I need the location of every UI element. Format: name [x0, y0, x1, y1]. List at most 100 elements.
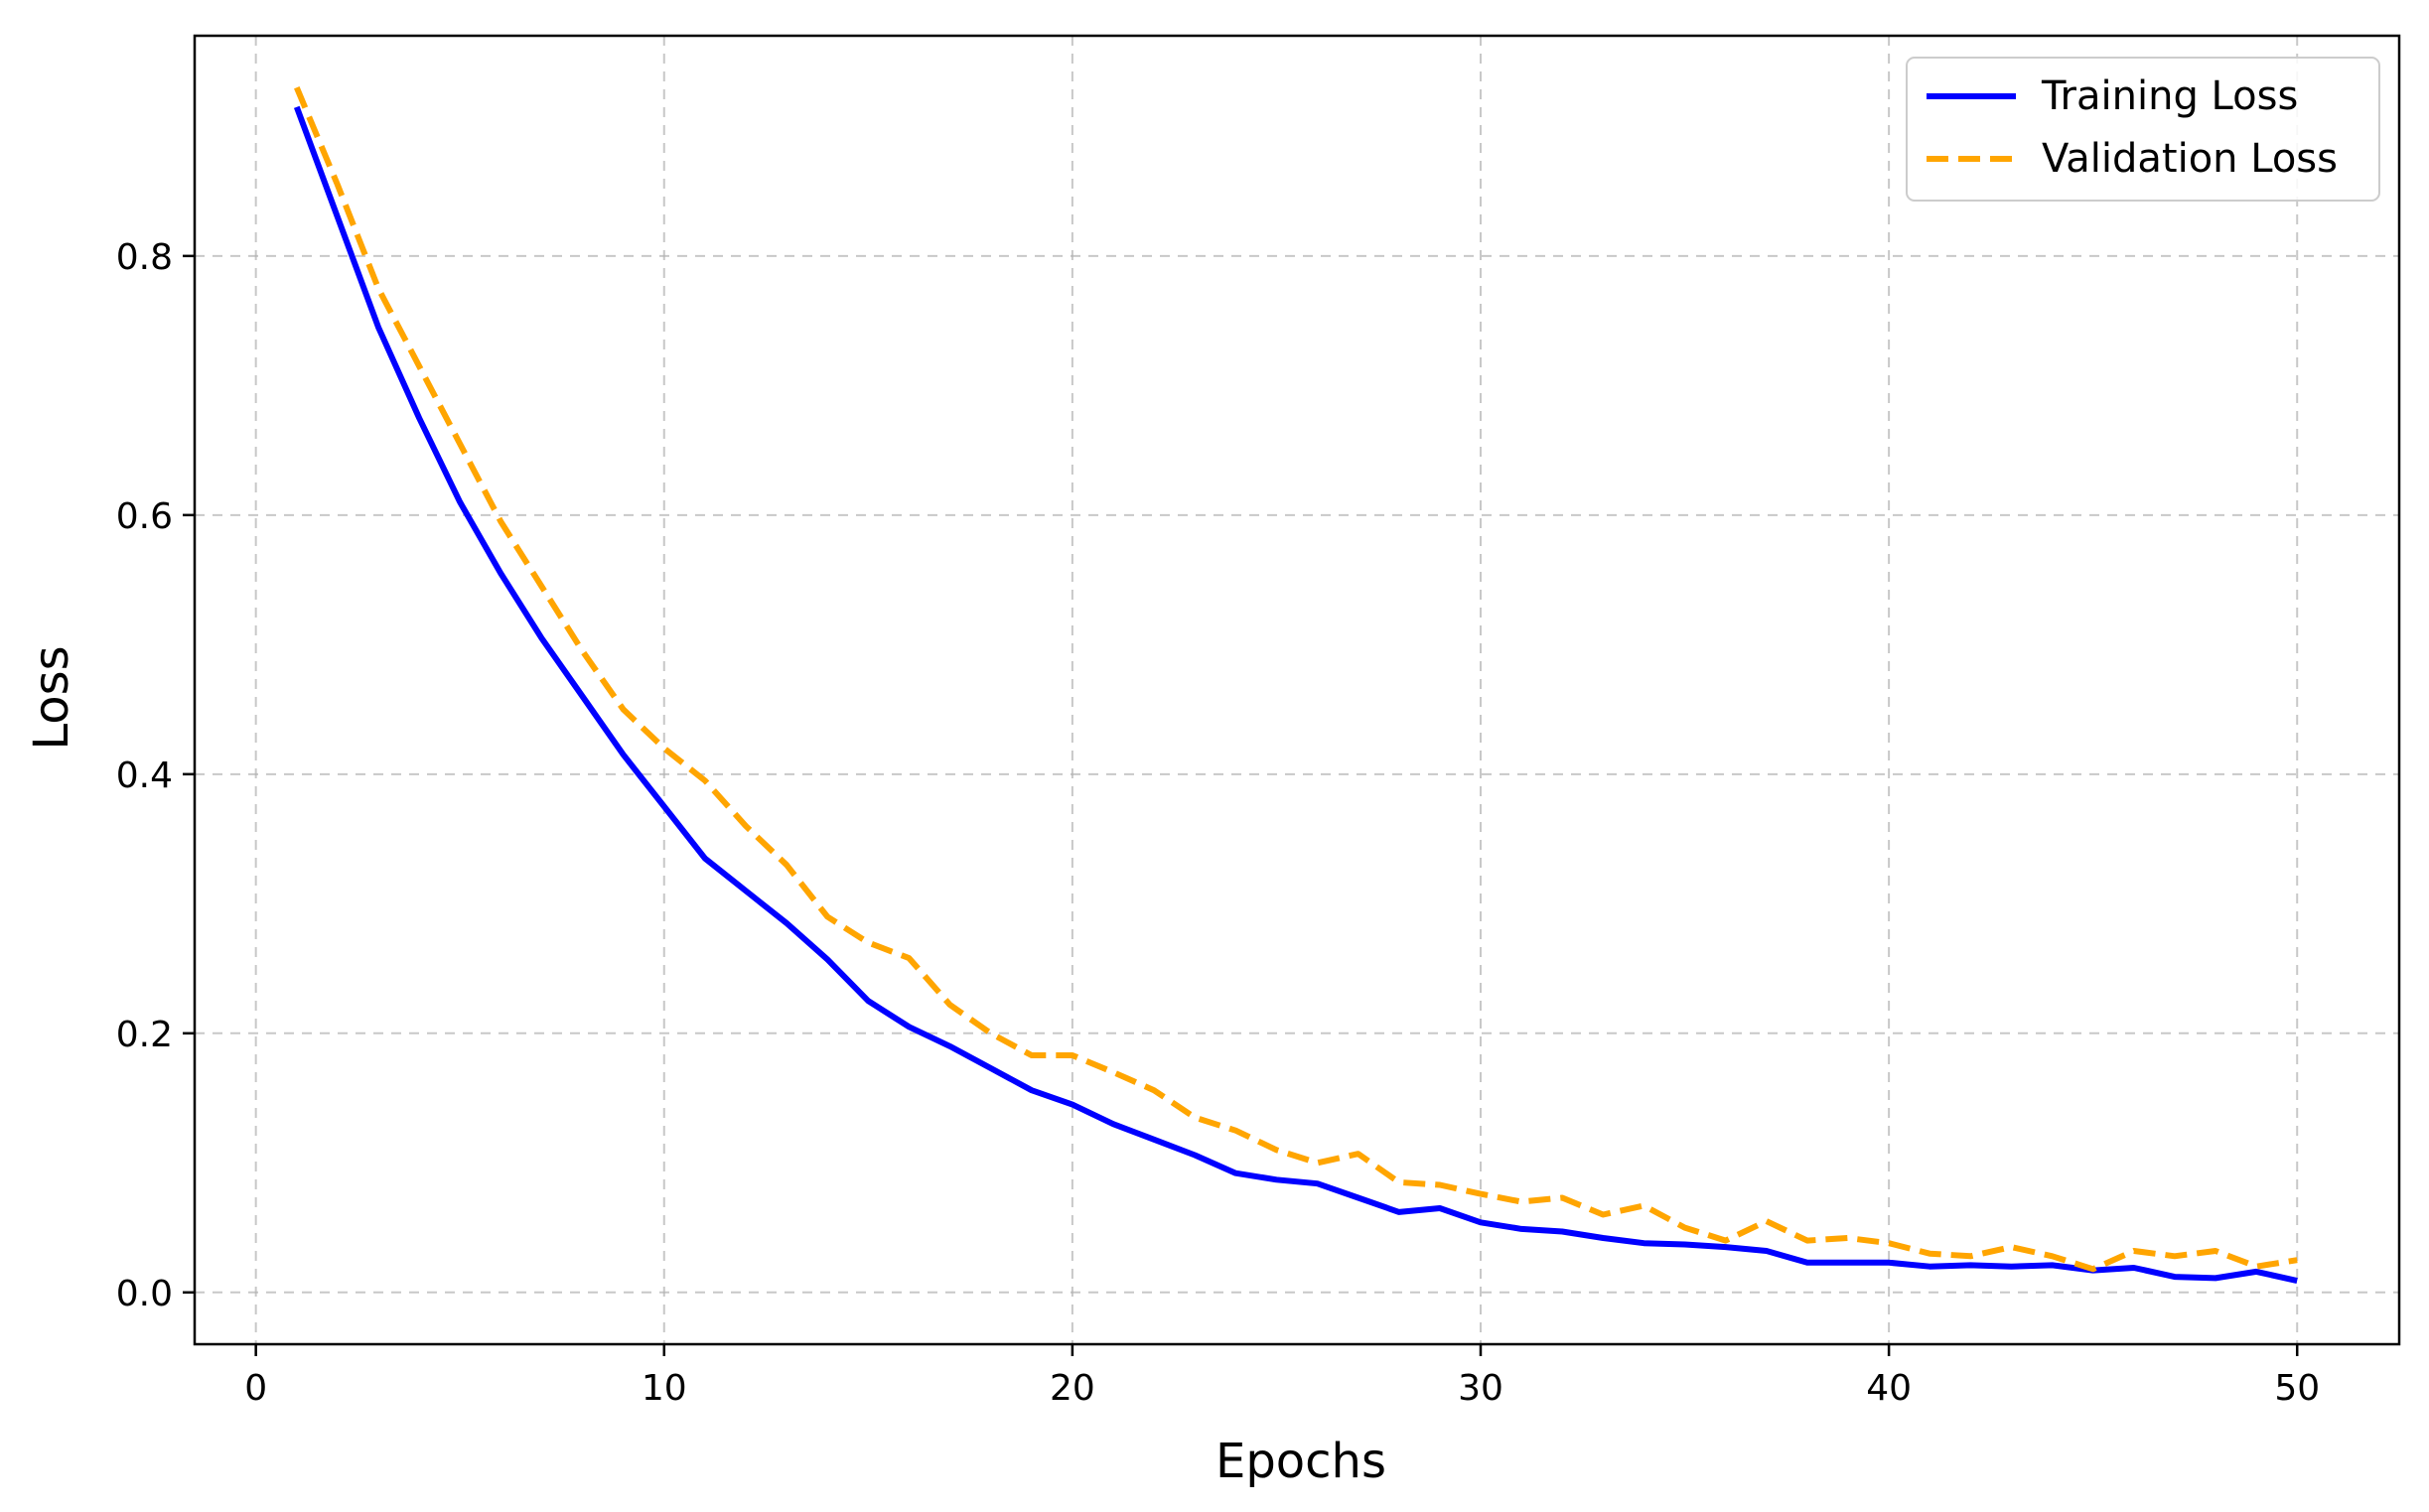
- data-point-training-loss: [1232, 1170, 1238, 1176]
- data-point-validation-loss: [1437, 1182, 1443, 1188]
- plot-frame: [193, 34, 2401, 1346]
- data-point-validation-loss: [1886, 1240, 1892, 1246]
- y-tick-label: 0.8: [116, 237, 173, 278]
- data-point-validation-loss: [1723, 1238, 1729, 1244]
- series-line-training-loss: [293, 105, 2298, 1285]
- data-point-training-loss: [702, 856, 708, 862]
- data-point-validation-loss: [1478, 1191, 1484, 1197]
- data-point-training-loss: [661, 803, 667, 809]
- data-point-training-loss: [1518, 1226, 1524, 1232]
- legend-label-validation-loss: Validation Loss: [2042, 136, 2338, 182]
- data-point-validation-loss: [661, 746, 667, 752]
- legend-label-training-loss: Training Loss: [2041, 73, 2298, 119]
- y-tick-label: 0.4: [116, 756, 173, 796]
- data-point-training-loss: [1886, 1260, 1892, 1266]
- data-point-validation-loss: [1804, 1238, 1810, 1244]
- data-point-training-loss: [1682, 1242, 1688, 1248]
- data-point-training-loss: [824, 956, 830, 962]
- data-point-training-loss: [988, 1065, 994, 1071]
- data-point-validation-loss: [1967, 1253, 1973, 1259]
- x-tick-label: 40: [1866, 1368, 1912, 1409]
- x-tick-label: 0: [244, 1368, 267, 1409]
- data-point-validation-loss: [2253, 1264, 2259, 1270]
- data-point-validation-loss: [1029, 1052, 1035, 1058]
- data-point-validation-loss: [906, 955, 912, 961]
- data-point-training-loss: [1273, 1176, 1279, 1182]
- data-point-validation-loss: [865, 940, 871, 946]
- data-point-validation-loss: [784, 862, 789, 868]
- data-point-validation-loss: [702, 777, 708, 783]
- data-point-validation-loss: [988, 1031, 994, 1036]
- data-point-training-loss: [947, 1043, 953, 1049]
- data-point-training-loss: [1478, 1219, 1484, 1225]
- data-point-validation-loss: [1682, 1225, 1688, 1231]
- data-point-training-loss: [1559, 1229, 1565, 1235]
- x-axis-label: Epochs: [1215, 1434, 1386, 1489]
- data-point-validation-loss: [1641, 1202, 1646, 1208]
- data-point-training-loss: [1396, 1209, 1402, 1215]
- data-point-training-loss: [2050, 1262, 2056, 1268]
- data-point-training-loss: [1927, 1264, 1932, 1270]
- axis-ticks: 0 10 20 30 40 50 0.0 0.2 0.4 0.6 0.8: [116, 237, 2320, 1409]
- legend: Training Loss Validation Loss: [1906, 57, 2380, 202]
- data-point-training-loss: [2213, 1275, 2218, 1281]
- data-point-validation-loss: [580, 648, 586, 654]
- data-point-training-loss: [1764, 1248, 1770, 1254]
- data-point-validation-loss: [294, 84, 300, 90]
- data-point-training-loss: [580, 694, 586, 700]
- legend-box: [1906, 57, 2380, 202]
- data-point-validation-loss: [1845, 1235, 1851, 1241]
- data-point-training-loss: [498, 571, 503, 577]
- data-point-training-loss: [743, 888, 749, 893]
- data-point-training-loss: [375, 325, 381, 331]
- data-point-training-loss: [335, 214, 341, 220]
- data-point-validation-loss: [1356, 1151, 1361, 1157]
- data-point-training-loss: [2253, 1269, 2259, 1275]
- grid: [195, 36, 2399, 1344]
- data-point-training-loss: [1356, 1195, 1361, 1201]
- data-point-validation-loss: [1518, 1199, 1524, 1205]
- y-tick-label: 0.0: [116, 1274, 173, 1314]
- data-point-validation-loss: [2008, 1244, 2014, 1250]
- data-point-validation-loss: [2294, 1257, 2300, 1263]
- data-point-training-loss: [2008, 1264, 2014, 1270]
- data-point-validation-loss: [538, 584, 544, 590]
- data-point-validation-loss: [947, 1002, 953, 1008]
- data-point-training-loss: [1967, 1262, 1973, 1268]
- data-point-training-loss: [1151, 1137, 1157, 1143]
- data-point-validation-loss: [1070, 1052, 1075, 1058]
- data-point-validation-loss: [1764, 1218, 1770, 1224]
- y-tick-label: 0.2: [116, 1015, 173, 1055]
- data-point-validation-loss: [743, 823, 749, 829]
- data-point-training-loss: [1723, 1244, 1729, 1250]
- data-point-training-loss: [2131, 1265, 2137, 1271]
- data-point-training-loss: [538, 635, 544, 641]
- data-point-validation-loss: [1192, 1115, 1198, 1121]
- data-point-validation-loss: [621, 707, 627, 713]
- y-tick-label: 0.6: [116, 496, 173, 537]
- data-point-validation-loss: [1600, 1212, 1606, 1218]
- data-point-training-loss: [1804, 1260, 1810, 1266]
- data-point-validation-loss: [1396, 1179, 1402, 1185]
- data-point-training-loss: [865, 998, 871, 1004]
- data-point-validation-loss: [498, 518, 503, 524]
- data-point-training-loss: [621, 752, 627, 757]
- data-point-validation-loss: [2172, 1253, 2178, 1259]
- data-point-validation-loss: [457, 441, 463, 447]
- data-point-training-loss: [1192, 1153, 1198, 1159]
- data-point-training-loss: [2172, 1274, 2178, 1280]
- data-point-training-loss: [457, 499, 463, 505]
- series-line-validation-loss: [294, 86, 2298, 1273]
- data-point-validation-loss: [1232, 1128, 1238, 1134]
- data-point-validation-loss: [416, 363, 422, 369]
- data-point-validation-loss: [2050, 1253, 2056, 1259]
- data-point-validation-loss: [335, 182, 341, 188]
- data-point-validation-loss: [1315, 1160, 1321, 1166]
- data-point-validation-loss: [1559, 1195, 1565, 1201]
- x-tick-label: 20: [1050, 1368, 1095, 1409]
- data-point-training-loss: [1845, 1260, 1851, 1266]
- data-point-validation-loss: [1151, 1087, 1157, 1093]
